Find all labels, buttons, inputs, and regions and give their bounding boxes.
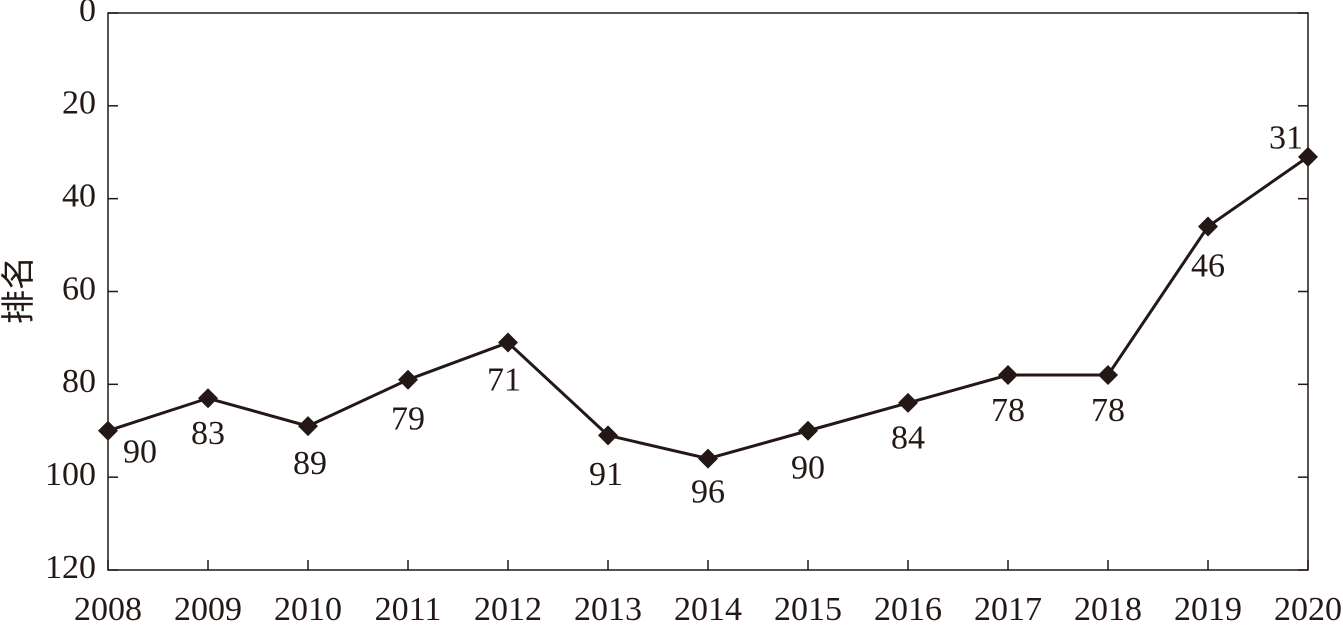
x-tick-label: 2018: [1074, 591, 1142, 627]
x-tick-label: 2013: [574, 591, 642, 627]
data-label: 91: [589, 456, 623, 493]
y-tick-label: 120: [45, 549, 96, 586]
data-label: 83: [191, 415, 225, 452]
point-marker: [98, 420, 118, 441]
x-tick-label: 2012: [474, 591, 542, 627]
point-marker: [798, 420, 818, 441]
data-label: 90: [123, 434, 157, 471]
x-tick-label: 2014: [674, 591, 742, 627]
data-label: 31: [1269, 120, 1303, 157]
point-marker: [198, 388, 218, 409]
data-label: 79: [391, 400, 425, 437]
data-label: 84: [891, 420, 925, 457]
data-label: 96: [691, 473, 725, 510]
y-tick-label: 40: [62, 177, 96, 214]
point-marker: [1098, 365, 1118, 386]
point-marker: [698, 448, 718, 469]
point-marker: [598, 425, 618, 446]
y-tick-label: 0: [79, 0, 96, 29]
point-marker: [898, 392, 918, 413]
y-tick-label: 80: [62, 363, 96, 400]
x-tick-label: 2008: [74, 591, 142, 627]
x-tick-label: 2011: [375, 591, 442, 627]
x-tick-label: 2019: [1174, 591, 1242, 627]
point-marker: [1198, 216, 1218, 237]
data-label: 78: [991, 392, 1025, 429]
y-tick-label: 20: [62, 85, 96, 122]
x-tick-label: 2009: [174, 591, 242, 627]
y-tick-label: 100: [45, 456, 96, 493]
x-tick-label: 2017: [974, 591, 1042, 627]
y-axis-label: 排名: [0, 256, 38, 324]
y-tick-label: 60: [62, 270, 96, 307]
point-marker: [398, 369, 418, 390]
x-tick-label: 2015: [774, 591, 842, 627]
series-line: [107, 155, 1309, 461]
data-label: 90: [791, 450, 825, 487]
point-marker: [498, 332, 518, 353]
point-marker: [298, 416, 318, 437]
data-label: 78: [1091, 392, 1125, 429]
x-tick-label: 2020: [1274, 591, 1342, 627]
data-label: 89: [293, 445, 327, 482]
point-marker: [998, 365, 1018, 386]
data-label: 71: [487, 361, 521, 398]
data-label: 46: [1191, 247, 1225, 284]
x-tick-label: 2010: [274, 591, 342, 627]
point-marker: [1298, 146, 1318, 167]
x-tick-label: 2016: [874, 591, 942, 627]
